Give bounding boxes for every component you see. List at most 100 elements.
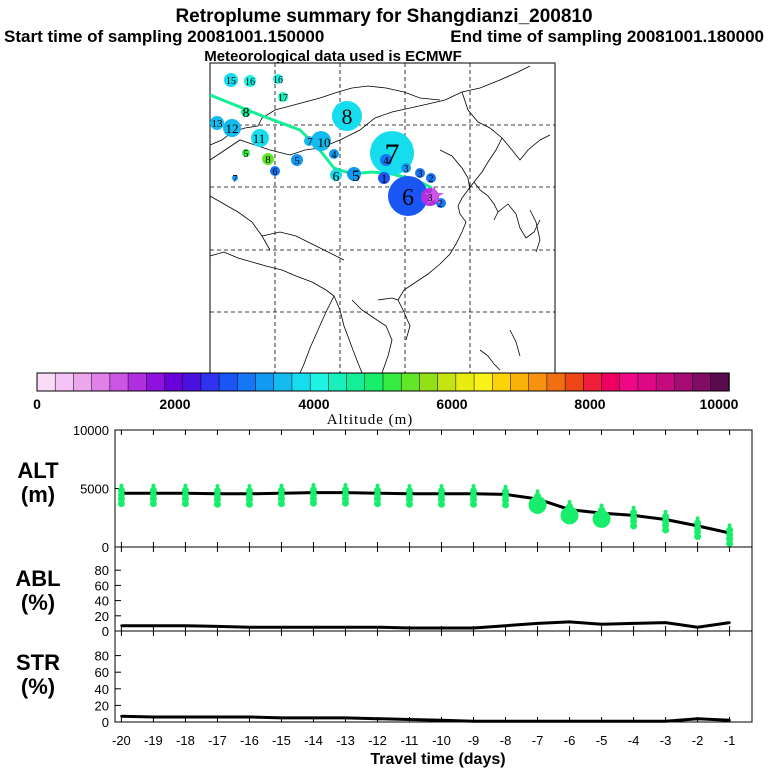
altitude-particle (183, 483, 188, 488)
altitude-particle (375, 483, 380, 488)
series-point (344, 626, 347, 629)
colorbar-swatch (692, 372, 712, 392)
map-frame (209, 62, 556, 374)
trajectory-label: 1 (381, 171, 388, 186)
x-tick-label: -13 (336, 733, 355, 748)
altitude-particle (373, 486, 381, 494)
trajectory-marker (304, 136, 314, 146)
colorbar-tick-label: 10000 (700, 396, 739, 412)
altitude-particle (277, 486, 285, 494)
trajectory-marker (232, 175, 238, 181)
panel-alt: 0 5000 10000 (73, 423, 753, 555)
series-point (696, 717, 699, 720)
colorbar-swatch (218, 372, 239, 392)
trajectory-marker (262, 153, 274, 165)
colorbar-swatch (36, 372, 56, 392)
trajectory-marker (426, 173, 436, 183)
x-tick-label: -14 (304, 733, 323, 748)
trajectory-marker (330, 169, 342, 181)
trajectory-label: 2 (438, 199, 443, 210)
altitude-particle (726, 526, 734, 534)
x-tick-label: -17 (208, 733, 227, 748)
colorbar-tick-label: 8000 (574, 396, 605, 412)
series-point (312, 626, 315, 629)
colorbar-swatch (564, 372, 585, 392)
trajectory-label: 3 (428, 193, 433, 204)
colorbar-swatch (382, 372, 402, 392)
y-tick-label: 60 (95, 665, 109, 680)
series-point (664, 719, 667, 723)
altitude-particle (534, 492, 542, 500)
series-point (216, 625, 219, 628)
colorbar-swatch (637, 372, 657, 392)
altitude-particle (407, 484, 412, 489)
trajectory-label: 5 (244, 149, 249, 160)
colorbar-swatch (655, 372, 676, 392)
trajectory-label: 5 (294, 155, 300, 167)
trajectory-marker (270, 166, 280, 176)
colorbar-swatch (437, 372, 457, 392)
str-panel-label: STR (16, 650, 60, 675)
altitude-particle (405, 487, 413, 495)
trajectory-label: 8 (243, 106, 250, 121)
abl-panel-label: ABL (15, 566, 60, 591)
trajectory-map: 15 16 16 17 8 13 12 11 8 10 7 4 7 5 8 5 … (209, 62, 556, 374)
trajectory-marker (210, 116, 224, 130)
end-time-label: End time of sampling 20081001.180000 (450, 27, 764, 46)
trajectory-labels: 15 16 16 17 8 13 12 11 8 10 7 4 7 5 8 5 … (212, 75, 443, 211)
trajectory-label: 8 (265, 154, 271, 166)
trajectory-marker (242, 149, 250, 157)
series-point (536, 622, 539, 625)
str-panel-unit: (%) (21, 674, 55, 699)
series-point (568, 719, 571, 723)
alt-panel-label: ALT (17, 458, 59, 483)
colorbar-axis-label: Altitude (m) (327, 412, 414, 428)
altitude-particle (631, 505, 636, 510)
trajectory-marker (241, 107, 251, 117)
station-star-icon (424, 186, 444, 204)
altitude-particle (599, 503, 604, 508)
trajectory-marker (380, 154, 392, 166)
series-point (472, 719, 475, 723)
altitude-particle (471, 484, 476, 489)
trajectory-label: 3 (418, 169, 423, 180)
x-tick-label: -5 (596, 733, 608, 748)
x-tick-label: -7 (532, 733, 544, 748)
x-tick-label: -3 (660, 733, 672, 748)
x-tick-labels: -20 -19 -18 -17 -16 -15 -14 -13 -12 -11 -10 -9 -8 -7 -… (112, 733, 735, 748)
met-data-label: Meteorological data used is ECMWF (204, 48, 462, 65)
series-point (568, 620, 571, 624)
altitude-particle (245, 487, 253, 495)
series-point (376, 717, 379, 720)
trajectory-marker (332, 101, 362, 131)
altitude-particle (309, 486, 317, 494)
trajectory-label: 7 (385, 138, 400, 171)
x-tick-label: -18 (176, 733, 195, 748)
colorbar-swatch (710, 372, 730, 392)
trajectory-label: 7 (233, 174, 238, 185)
y-tick-label: 40 (95, 682, 109, 697)
colorbar-swatch (583, 372, 603, 392)
series-point (408, 626, 411, 630)
altitude-particle (727, 523, 732, 528)
y-tick-label: 20 (95, 698, 109, 713)
trajectory-marker (251, 129, 269, 147)
altitude-particle (215, 484, 220, 489)
colorbar-swatch (146, 372, 166, 392)
trajectory-marker (244, 75, 256, 87)
colorbar-swatch (346, 372, 366, 392)
trajectory-marker (347, 167, 361, 181)
y-tick-label: 80 (95, 649, 109, 664)
series-point (696, 626, 699, 629)
altitude-particle (343, 482, 348, 487)
altitude-particle (566, 503, 574, 511)
trajectory-label: 10 (318, 135, 331, 150)
series-line (121, 714, 730, 723)
x-tick-label: -11 (401, 733, 419, 748)
series-point (600, 622, 603, 626)
trajectory-label: 15 (226, 76, 236, 87)
series-point (312, 716, 315, 720)
series-point (184, 715, 187, 719)
trajectory-label: 17 (278, 93, 288, 104)
